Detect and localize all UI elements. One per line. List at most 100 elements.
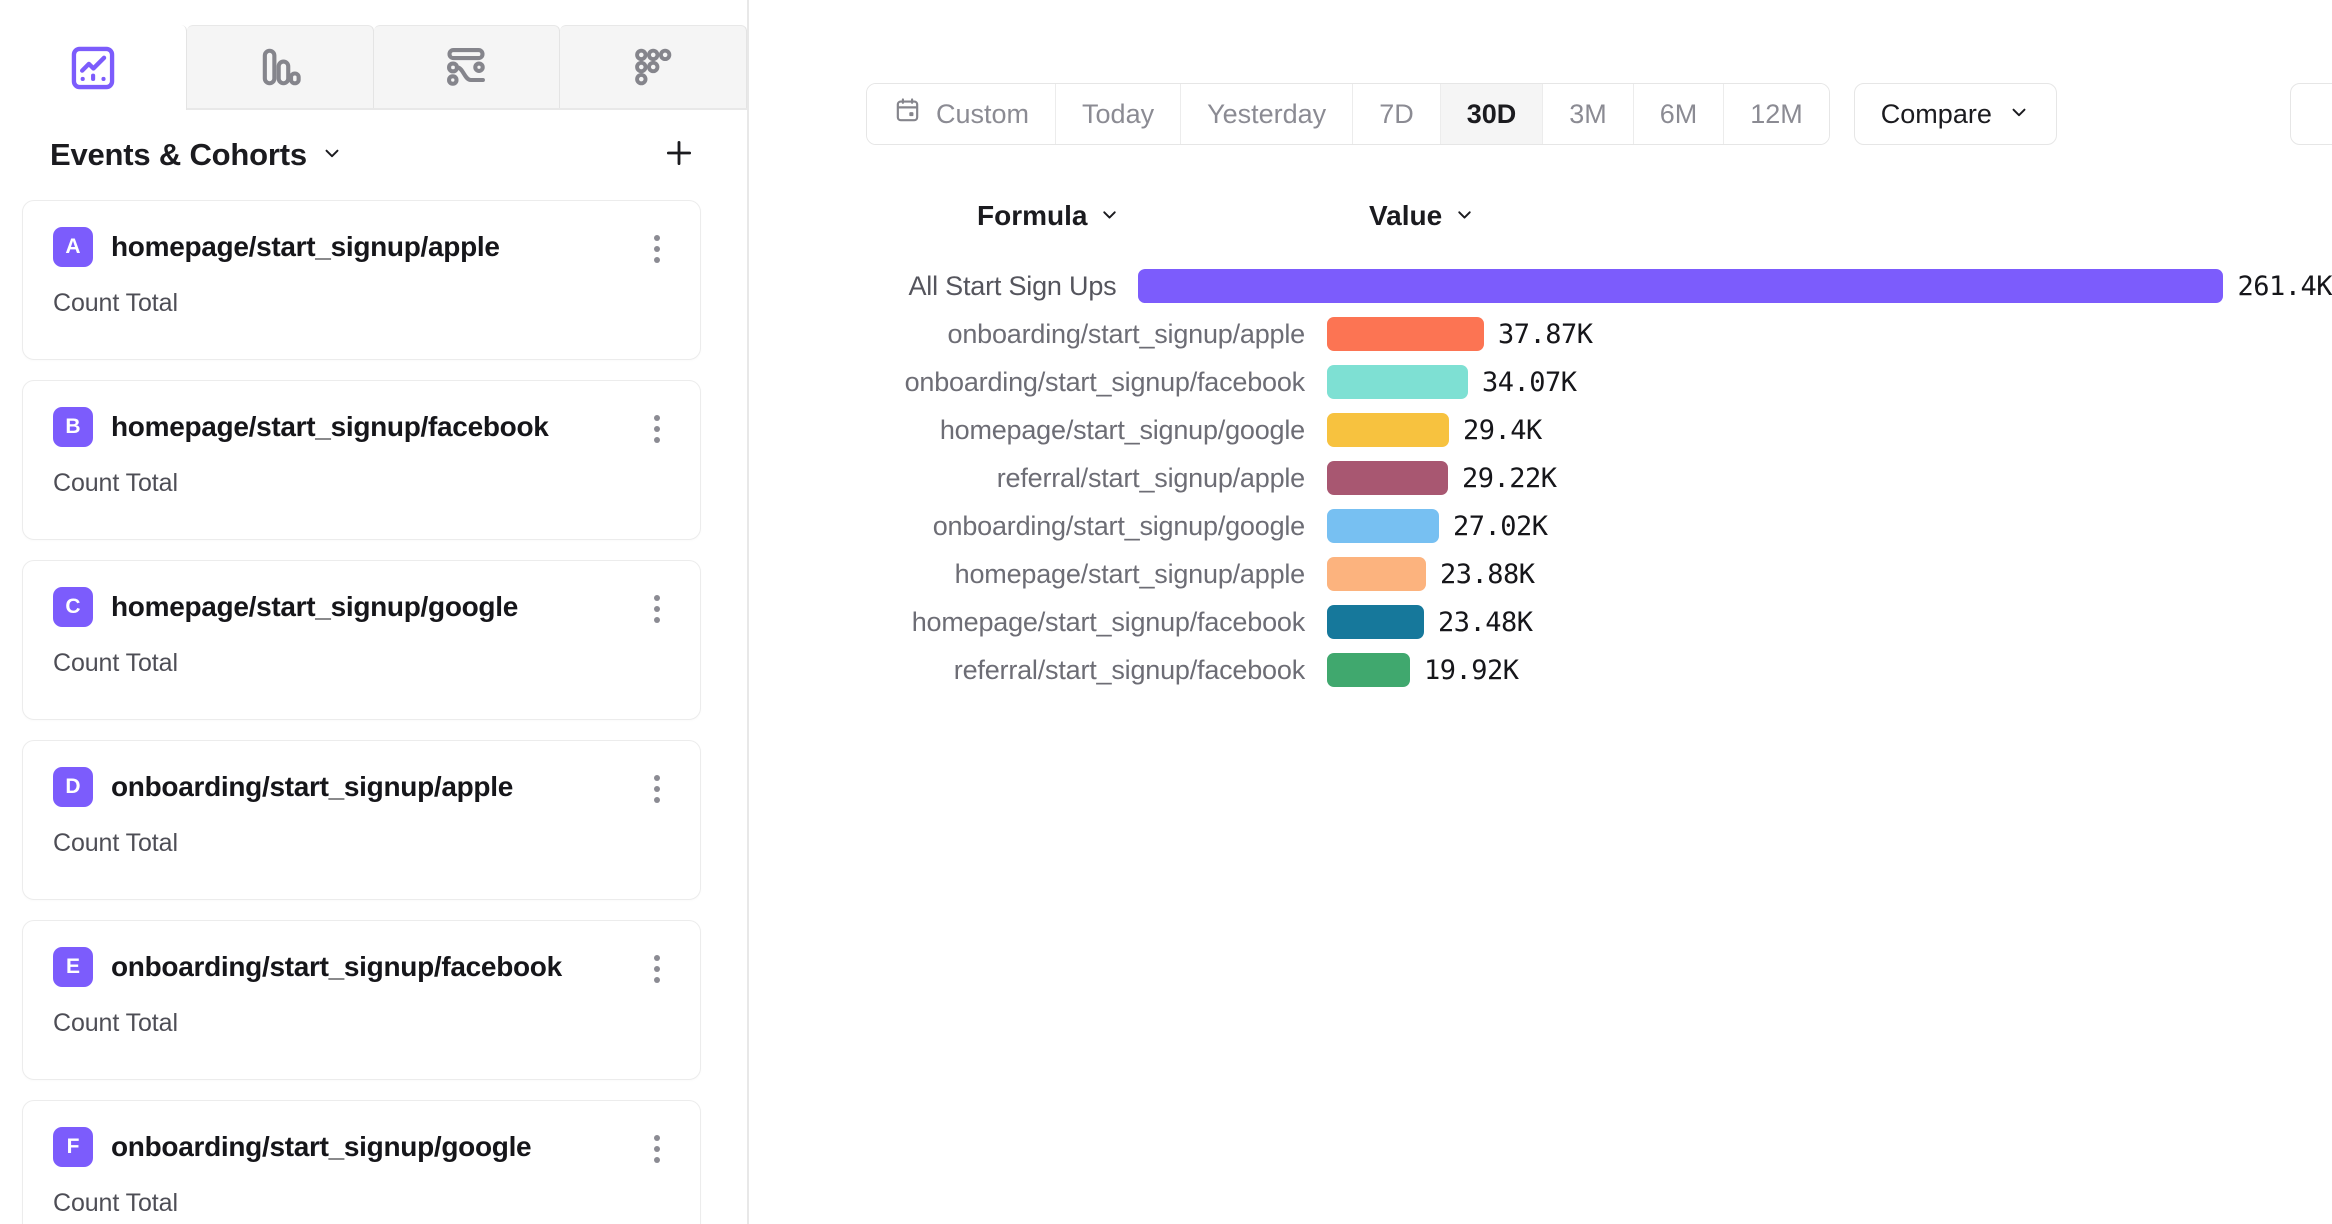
chart-row-value: 29.4K	[1463, 414, 1542, 446]
range-button-30d[interactable]: 30D	[1440, 84, 1544, 144]
events-cohorts-header: Events & Cohorts	[0, 110, 747, 200]
range-button-label: 7D	[1379, 98, 1414, 129]
plus-icon	[662, 136, 696, 175]
chart-row[interactable]: homepage/start_signup/facebook 23.48K	[749, 598, 2332, 646]
range-button-label: 30D	[1466, 98, 1517, 129]
events-cohorts-selector[interactable]: Events & Cohorts	[50, 137, 343, 173]
chart-bar[interactable]	[1327, 509, 1439, 543]
column-header-value[interactable]: Value	[1369, 200, 1475, 232]
event-badge: E	[53, 947, 93, 987]
range-button-label: Yesterday	[1207, 98, 1327, 129]
event-badge: B	[53, 407, 93, 447]
event-measure: Count Total	[53, 829, 178, 857]
chart-row[interactable]: homepage/start_signup/google 29.4K	[749, 406, 2332, 454]
chart-row-label: referral/start_signup/apple	[996, 462, 1305, 493]
range-button-label: Custom	[936, 98, 1030, 129]
chart-row-label: homepage/start_signup/apple	[954, 558, 1306, 589]
chart-column-headers: Formula Value	[749, 200, 2332, 240]
range-button-custom[interactable]: Custom	[867, 84, 1057, 144]
event-measure: Count Total	[53, 469, 178, 497]
chart-row[interactable]: referral/start_signup/facebook 19.92K	[749, 646, 2332, 694]
event-options-button[interactable]	[642, 589, 672, 629]
event-options-button[interactable]	[642, 949, 672, 989]
range-button-7d[interactable]: 7D	[1353, 84, 1441, 144]
chart-row-value: 29.22K	[1462, 462, 1557, 494]
tab-funnels[interactable]	[186, 25, 374, 108]
chart-bar[interactable]	[1138, 269, 2224, 303]
chevron-down-icon	[321, 142, 343, 169]
tab-retention[interactable]	[560, 25, 747, 108]
chart-row[interactable]: All Start Sign Ups 261.4K	[749, 262, 2332, 310]
chart-row[interactable]: homepage/start_signup/apple 23.88K	[749, 550, 2332, 598]
chart-row-label: onboarding/start_signup/google	[932, 510, 1305, 541]
chart-row-value: 261.4K	[2237, 270, 2332, 302]
event-name: onboarding/start_signup/apple	[111, 771, 513, 802]
tab-journeys[interactable]	[373, 25, 561, 108]
event-options-button[interactable]	[642, 409, 672, 449]
chart-row[interactable]: onboarding/start_signup/facebook 34.07K	[749, 358, 2332, 406]
range-button-today[interactable]: Today	[1056, 84, 1182, 144]
event-measure: Count Total	[53, 1009, 178, 1037]
chart-bar[interactable]	[1327, 557, 1426, 591]
range-button-label: 3M	[1569, 98, 1607, 129]
calendar-icon	[893, 96, 922, 132]
compare-label: Compare	[1880, 98, 1992, 129]
chart-row-value: 23.48K	[1438, 606, 1533, 638]
column-header-value-label: Value	[1369, 200, 1443, 231]
chevron-down-icon	[1454, 200, 1475, 232]
chart-row-label: homepage/start_signup/google	[939, 414, 1305, 445]
chart-bar[interactable]	[1327, 317, 1484, 351]
range-button-6m[interactable]: 6M	[1633, 84, 1725, 144]
event-badge: D	[53, 767, 93, 807]
range-button-yesterday[interactable]: Yesterday	[1181, 84, 1354, 144]
range-button-3m[interactable]: 3M	[1543, 84, 1634, 144]
chart-row-label: All Start Sign Ups	[908, 270, 1117, 301]
event-options-button[interactable]	[642, 769, 672, 809]
date-range-toolbar: Custom Today Yesterday 7D 30D 3M 6M 12M Compare	[866, 83, 2057, 145]
chart-row[interactable]: onboarding/start_signup/apple 37.87K	[749, 310, 2332, 358]
column-header-formula[interactable]: Formula	[977, 200, 1120, 232]
column-header-formula-label: Formula	[977, 200, 1088, 231]
chart-row-label: onboarding/start_signup/facebook	[904, 366, 1306, 397]
event-badge: C	[53, 587, 93, 627]
compare-button[interactable]: Compare	[1853, 83, 2057, 145]
chart-row-value: 37.87K	[1498, 318, 1593, 350]
page-title: Events & Cohorts	[50, 137, 307, 172]
chevron-down-icon	[2008, 99, 2030, 130]
chart-bar[interactable]	[1327, 413, 1449, 447]
chart-bar[interactable]	[1327, 653, 1410, 687]
range-button-label: 6M	[1659, 98, 1698, 129]
event-options-button[interactable]	[642, 1129, 672, 1169]
event-options-button[interactable]	[642, 229, 672, 269]
chart-row-value: 34.07K	[1482, 366, 1577, 398]
event-name: homepage/start_signup/apple	[111, 231, 500, 262]
event-badge: F	[53, 1127, 93, 1167]
event-name: onboarding/start_signup/facebook	[111, 951, 562, 982]
chart-row[interactable]: referral/start_signup/apple 29.22K	[749, 454, 2332, 502]
event-measure: Count Total	[53, 649, 178, 677]
overflow-action-button[interactable]	[2290, 83, 2332, 145]
range-button-12m[interactable]: 12M	[1724, 84, 1829, 144]
main-content-panel: Custom Today Yesterday 7D 30D 3M 6M 12M Compare…	[749, 0, 2332, 1224]
event-badge: A	[53, 227, 93, 267]
add-event-button[interactable]	[659, 135, 699, 175]
chart-row-label: homepage/start_signup/facebook	[911, 606, 1305, 637]
chart-bar[interactable]	[1327, 461, 1448, 495]
chart-bar[interactable]	[1327, 365, 1468, 399]
chart-row[interactable]: onboarding/start_signup/google 27.02K	[749, 502, 2332, 550]
tab-insights[interactable]	[0, 25, 187, 110]
chart-row-label: referral/start_signup/facebook	[953, 654, 1305, 685]
flow-icon	[440, 41, 492, 93]
chevron-down-icon	[1099, 200, 1120, 232]
chart-bar[interactable]	[1327, 605, 1424, 639]
